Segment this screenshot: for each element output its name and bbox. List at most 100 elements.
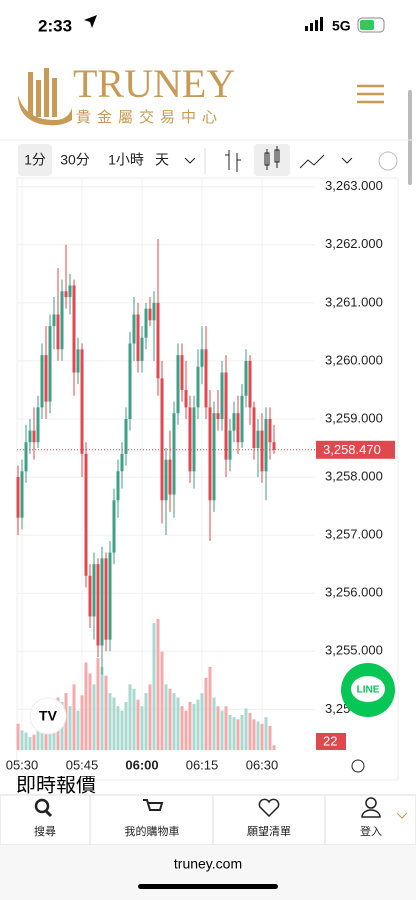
interval-button[interactable]: 天 (155, 152, 169, 168)
candle-body (184, 389, 188, 408)
volume-bar (104, 675, 108, 750)
candle-body (208, 407, 212, 501)
interval-button[interactable]: 1分 (24, 152, 46, 168)
candle-body (128, 343, 132, 419)
volume-bar (244, 708, 248, 750)
volume-bar (36, 728, 40, 750)
expand-icon[interactable] (396, 812, 408, 819)
last-volume-tag (316, 733, 346, 750)
battery-level (360, 20, 374, 30)
volume-bar (76, 710, 80, 750)
interval-active (18, 144, 52, 176)
volume-bar (128, 684, 132, 750)
line-bubble (351, 676, 385, 702)
y-tick-label: 3,260.000 (325, 352, 383, 367)
volume-bar (168, 688, 172, 750)
y-tick-label: 3,263.000 (325, 178, 383, 193)
candle-body (48, 326, 52, 402)
volume-bar (116, 706, 120, 750)
tab-label[interactable]: 願望清單 (247, 825, 291, 838)
candle-body (52, 314, 56, 327)
candle-body (160, 378, 164, 501)
battery (357, 17, 385, 33)
candle-body (176, 355, 180, 414)
tab-label[interactable]: 搜尋 (34, 824, 56, 838)
y-tick-label: 3,257.000 (325, 527, 383, 542)
volume-bar (268, 725, 272, 750)
candle-body (164, 459, 168, 501)
volume-bar (144, 693, 148, 750)
volume-bar (156, 618, 160, 750)
scrollbar (408, 90, 412, 185)
candle-body (140, 337, 144, 361)
volume-bar (264, 717, 268, 750)
user-icon[interactable] (365, 797, 377, 809)
search-icon[interactable] (34, 798, 50, 814)
volume-bar (252, 719, 256, 750)
user-icon-body (361, 809, 381, 818)
settings-button[interactable] (351, 759, 365, 773)
cart-icon[interactable] (143, 799, 164, 811)
heart-icon[interactable] (258, 798, 280, 818)
candle-style-active[interactable] (254, 144, 290, 176)
candle-body (72, 285, 76, 373)
clock: 2:33 (38, 16, 72, 35)
candle-body (100, 558, 104, 646)
interval-button[interactable]: 1小時 (108, 152, 144, 168)
candle-body (68, 285, 72, 298)
last-price-label: 3,258.470 (323, 442, 381, 457)
candle-body (60, 291, 64, 350)
y-tick-label: 3,256.000 (325, 585, 383, 600)
candle-body (96, 564, 100, 646)
tab-label[interactable]: 我的購物車 (125, 824, 180, 838)
add-button[interactable] (378, 151, 398, 171)
volume-bar (236, 719, 240, 750)
volume-bar (68, 706, 72, 750)
candle-body (40, 355, 44, 408)
candle-body (20, 471, 24, 518)
brand: TRUNEY (73, 61, 235, 106)
candle-body (256, 430, 260, 449)
tradingview-logo[interactable] (29, 697, 67, 735)
dropdown-icon[interactable] (341, 157, 353, 164)
volume-bar (132, 688, 136, 750)
volume-bar (124, 701, 128, 750)
bar-style-icon[interactable] (204, 148, 241, 174)
candle-body (84, 453, 88, 576)
candle-body (92, 564, 96, 617)
candle-body (200, 349, 204, 367)
area-style-icon[interactable] (299, 154, 325, 169)
y-tick-label: 3,255.000 (325, 643, 383, 658)
url-bar (0, 845, 416, 900)
volume-bar (120, 710, 124, 750)
logo-mark (18, 68, 72, 126)
candle-body (192, 407, 196, 472)
volume-bar (92, 684, 96, 750)
tab-label[interactable]: 登入 (360, 824, 382, 838)
volume-bar (28, 736, 32, 750)
tab-dividers (89, 795, 326, 845)
volume-bar (100, 666, 104, 750)
volume-bar (136, 699, 140, 750)
candle-body (240, 395, 244, 443)
volume-bar (184, 710, 188, 750)
volume-bar (40, 721, 44, 750)
candle-body (216, 413, 220, 419)
candle-body (248, 360, 252, 408)
section-title: 即時報價 (16, 773, 96, 796)
interval-button[interactable]: 30分 (60, 152, 90, 168)
candle-body (16, 477, 20, 518)
volume-bar (272, 745, 276, 750)
last-volume-label: 22 (323, 733, 337, 748)
volume-bar (64, 693, 68, 750)
volume-bar (172, 693, 176, 750)
dropdown-icon[interactable] (184, 157, 196, 164)
volume-bar (20, 730, 24, 750)
candle-body (268, 418, 272, 443)
line-label: LINE (357, 685, 380, 696)
x-tick-label: 05:30 (6, 757, 39, 772)
volume-bar (140, 706, 144, 750)
candle-body (28, 430, 32, 443)
volume-bar (84, 662, 88, 750)
menu-button[interactable] (357, 84, 384, 104)
